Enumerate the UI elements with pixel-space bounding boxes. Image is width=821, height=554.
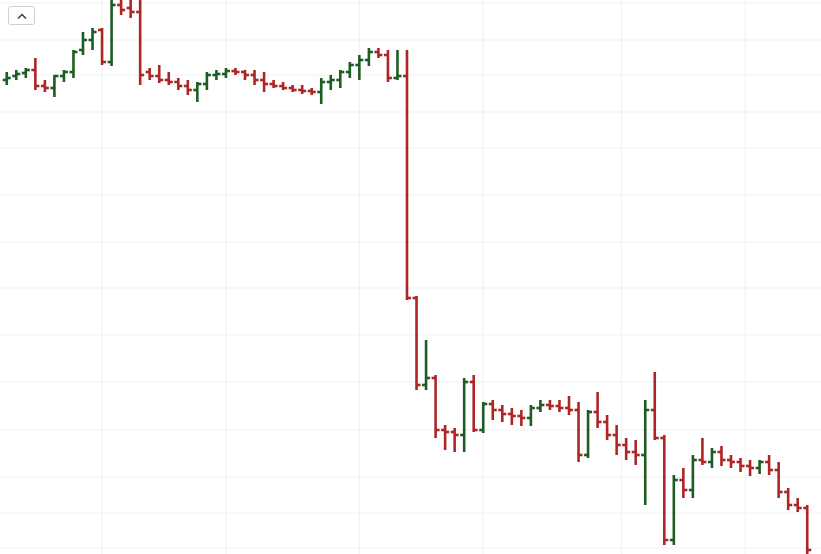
chevron-up-icon [17,13,26,19]
collapse-button[interactable] [8,6,35,25]
